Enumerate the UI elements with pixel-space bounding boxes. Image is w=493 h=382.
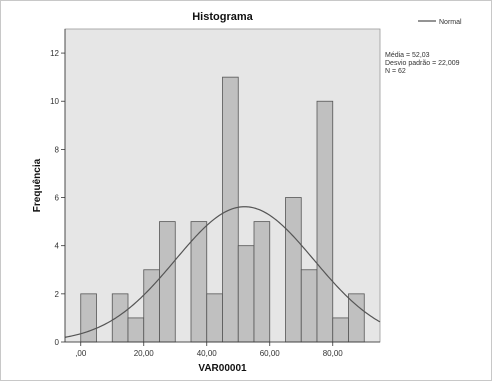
y-tick-label-3: 6 (55, 194, 60, 203)
histogram-bar-9 (253, 221, 271, 343)
stat-line-2: N = 62 (385, 68, 406, 75)
histogram-bar-4 (159, 221, 176, 343)
histogram-bar-0 (80, 293, 97, 343)
y-tick-label-1: 2 (55, 290, 60, 299)
x-axis-label: VAR00001 (198, 363, 247, 374)
y-tick-label-6: 12 (50, 49, 59, 58)
legend-label-normal: Normal (439, 19, 462, 26)
stat-line-0: Média = 52,03 (385, 52, 430, 59)
y-tick-label-5: 10 (50, 97, 59, 106)
histogram-bar-10 (285, 197, 302, 343)
y-tick-label-0: 0 (55, 338, 60, 347)
x-tick-label-2: 40,00 (197, 349, 218, 358)
x-tick-label-3: 60,00 (260, 349, 281, 358)
x-tick-label-0: ,00 (75, 349, 87, 358)
chart-title: Histograma (192, 11, 253, 23)
histogram-bar-8 (237, 245, 255, 343)
x-tick-label-1: 20,00 (134, 349, 155, 358)
histogram-bar-13 (332, 317, 349, 343)
histogram-bar-2 (127, 317, 145, 343)
histogram-bar-1 (111, 293, 129, 343)
stat-line-1: Desvio padrão = 22,009 (385, 60, 460, 67)
normal-curve (64, 206, 381, 338)
y-tick-label-4: 8 (55, 145, 60, 154)
histogram-bar-14 (348, 293, 365, 343)
x-tick-label-4: 80,00 (323, 349, 344, 358)
y-axis-label: Frequência (32, 158, 43, 212)
histogram-bar-11 (300, 269, 318, 343)
histogram-bar-12 (316, 100, 334, 343)
y-tick-label-2: 4 (55, 242, 60, 251)
histogram-bar-6 (206, 293, 223, 343)
